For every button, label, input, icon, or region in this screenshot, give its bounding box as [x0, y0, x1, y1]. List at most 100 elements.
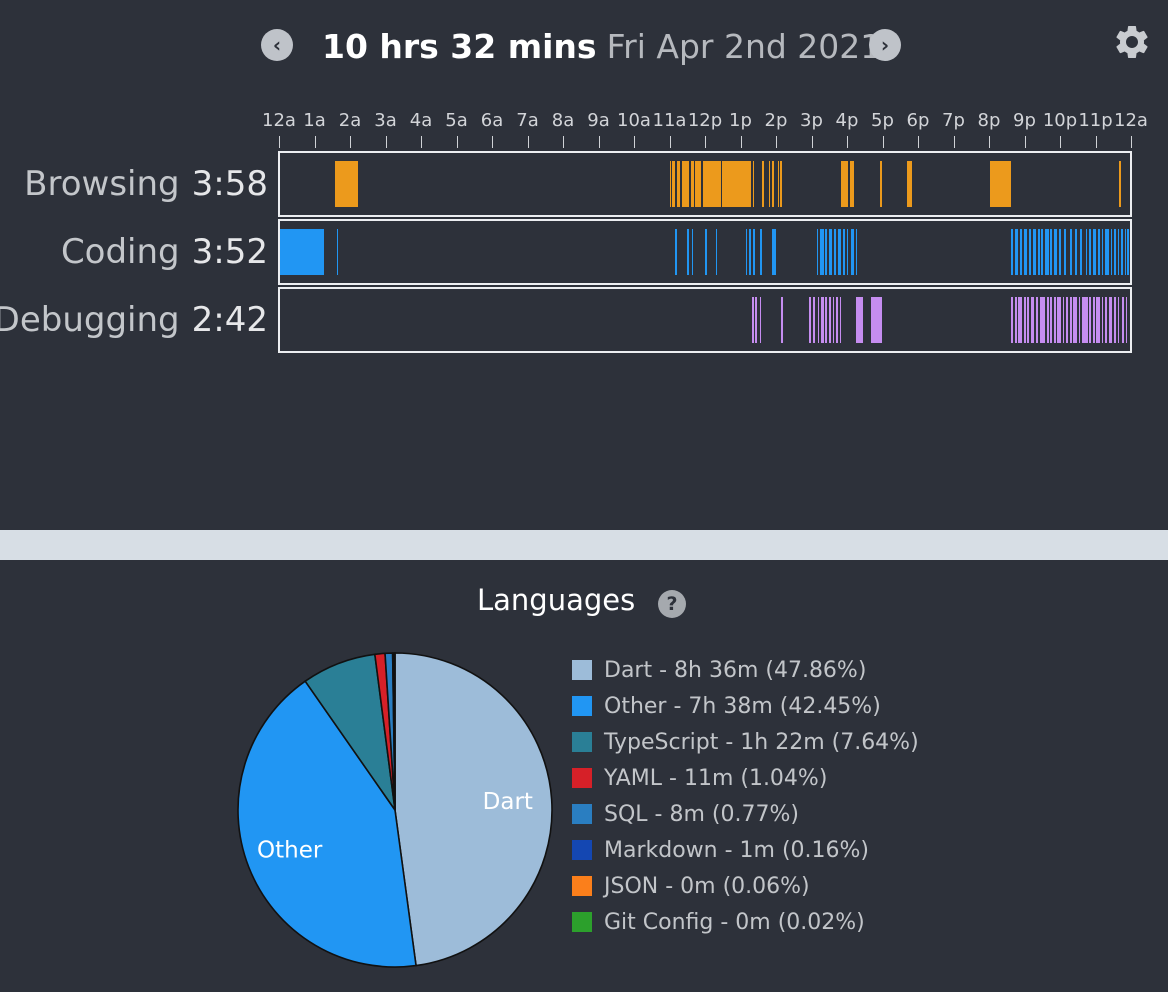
activity-segment[interactable] [1053, 297, 1056, 343]
activity-segment[interactable] [669, 161, 672, 207]
activity-segment[interactable] [841, 161, 849, 207]
activity-segment[interactable] [906, 161, 913, 207]
activity-segment[interactable] [843, 229, 845, 275]
activity-segment[interactable] [1121, 229, 1123, 275]
activity-segment[interactable] [715, 229, 718, 275]
activity-segment[interactable] [836, 297, 838, 343]
activity-segment[interactable] [1117, 229, 1120, 275]
activity-segment[interactable] [771, 229, 776, 275]
activity-segment[interactable] [780, 161, 782, 207]
activity-segment[interactable] [1020, 229, 1022, 275]
activity-segment[interactable] [1037, 229, 1040, 275]
activity-segment[interactable] [825, 229, 828, 275]
activity-segment[interactable] [1011, 297, 1014, 343]
activity-segment[interactable] [749, 229, 752, 275]
pie-slice-dart[interactable] [394, 652, 553, 967]
activity-segment[interactable] [1082, 297, 1088, 343]
legend-item[interactable]: Other - 7h 38m (42.45%) [572, 688, 919, 724]
legend-item[interactable]: Markdown - 1m (0.16%) [572, 832, 919, 868]
legend-item[interactable]: Git Config - 0m (0.02%) [572, 904, 919, 940]
activity-segment[interactable] [1046, 297, 1049, 343]
activity-segment[interactable] [1101, 297, 1104, 343]
activity-segment[interactable] [832, 297, 835, 343]
activity-segment[interactable] [1096, 297, 1100, 343]
legend-item[interactable]: Dart - 8h 36m (47.86%) [572, 652, 919, 688]
activity-segment[interactable] [762, 161, 764, 207]
activity-segment[interactable] [1027, 297, 1030, 343]
legend-item[interactable]: YAML - 11m (1.04%) [572, 760, 919, 796]
activity-segment[interactable] [759, 297, 762, 343]
activity-segment[interactable] [777, 161, 780, 207]
gear-icon[interactable] [1112, 22, 1152, 62]
activity-segment[interactable] [1066, 297, 1069, 343]
activity-segment[interactable] [846, 229, 849, 275]
activity-segment[interactable] [759, 229, 762, 275]
activity-segment[interactable] [1078, 297, 1081, 343]
activity-segment[interactable] [1089, 229, 1092, 275]
activity-segment[interactable] [754, 297, 758, 343]
activity-segment[interactable] [1041, 229, 1044, 275]
activity-segment[interactable] [990, 161, 1012, 207]
activity-segment[interactable] [1101, 229, 1104, 275]
activity-segment[interactable] [676, 161, 681, 207]
activity-segment[interactable] [1023, 229, 1028, 275]
activity-segment[interactable] [1105, 297, 1107, 343]
activity-segment[interactable] [745, 229, 748, 275]
activity-segment[interactable] [850, 229, 854, 275]
activity-segment[interactable] [1018, 297, 1022, 343]
activity-segment[interactable] [705, 229, 707, 275]
activity-segment[interactable] [280, 229, 325, 275]
activity-segment[interactable] [336, 229, 339, 275]
activity-segment[interactable] [1039, 297, 1045, 343]
activity-segment[interactable] [1023, 297, 1026, 343]
activity-segment[interactable] [772, 161, 774, 207]
activity-segment[interactable] [672, 161, 676, 207]
activity-segment[interactable] [1062, 297, 1065, 343]
question-circle-icon[interactable]: ? [658, 590, 686, 618]
activity-segment[interactable] [722, 161, 724, 207]
legend-item[interactable]: JSON - 0m (0.06%) [572, 868, 919, 904]
activity-segment[interactable] [834, 229, 837, 275]
activity-segment[interactable] [687, 229, 690, 275]
activity-segment[interactable] [816, 229, 819, 275]
activity-segment[interactable] [828, 229, 833, 275]
activity-segment[interactable] [1114, 297, 1116, 343]
activity-segment[interactable] [1105, 229, 1109, 275]
activity-segment[interactable] [821, 297, 824, 343]
activity-segment[interactable] [751, 297, 754, 343]
activity-segment[interactable] [690, 161, 695, 207]
activity-segment[interactable] [817, 297, 820, 343]
activity-segment[interactable] [1036, 297, 1038, 343]
activity-segment[interactable] [1069, 297, 1072, 343]
activity-segment[interactable] [724, 161, 752, 207]
activity-segment[interactable] [1092, 297, 1095, 343]
activity-segment[interactable] [691, 229, 694, 275]
activity-segment[interactable] [1080, 229, 1083, 275]
activity-segment[interactable] [1030, 297, 1035, 343]
activity-segment[interactable] [1050, 297, 1053, 343]
activity-segment[interactable] [855, 297, 863, 343]
activity-segment[interactable] [1124, 229, 1127, 275]
activity-segment[interactable] [1098, 229, 1100, 275]
activity-segment[interactable] [850, 161, 854, 207]
activity-segment[interactable] [1045, 229, 1049, 275]
activity-segment[interactable] [1117, 297, 1120, 343]
activity-segment[interactable] [1029, 229, 1031, 275]
activity-segment[interactable] [781, 297, 783, 343]
activity-segment[interactable] [880, 161, 883, 207]
activity-segment[interactable] [1122, 297, 1124, 343]
activity-segment[interactable] [871, 297, 883, 343]
activity-segment[interactable] [1092, 229, 1097, 275]
activity-segment[interactable] [1114, 229, 1116, 275]
chevron-left-circle-icon[interactable]: ‹ [261, 29, 293, 61]
activity-segment[interactable] [1119, 161, 1122, 207]
activity-segment[interactable] [1069, 229, 1072, 275]
activity-segment[interactable] [1057, 297, 1061, 343]
activity-segment[interactable] [1053, 229, 1058, 275]
activity-segment[interactable] [703, 161, 721, 207]
activity-segment[interactable] [1127, 229, 1129, 275]
activity-segment[interactable] [752, 161, 755, 207]
legend-item[interactable]: SQL - 8m (0.77%) [572, 796, 919, 832]
activity-segment[interactable] [752, 229, 755, 275]
legend-item[interactable]: TypeScript - 1h 22m (7.64%) [572, 724, 919, 760]
